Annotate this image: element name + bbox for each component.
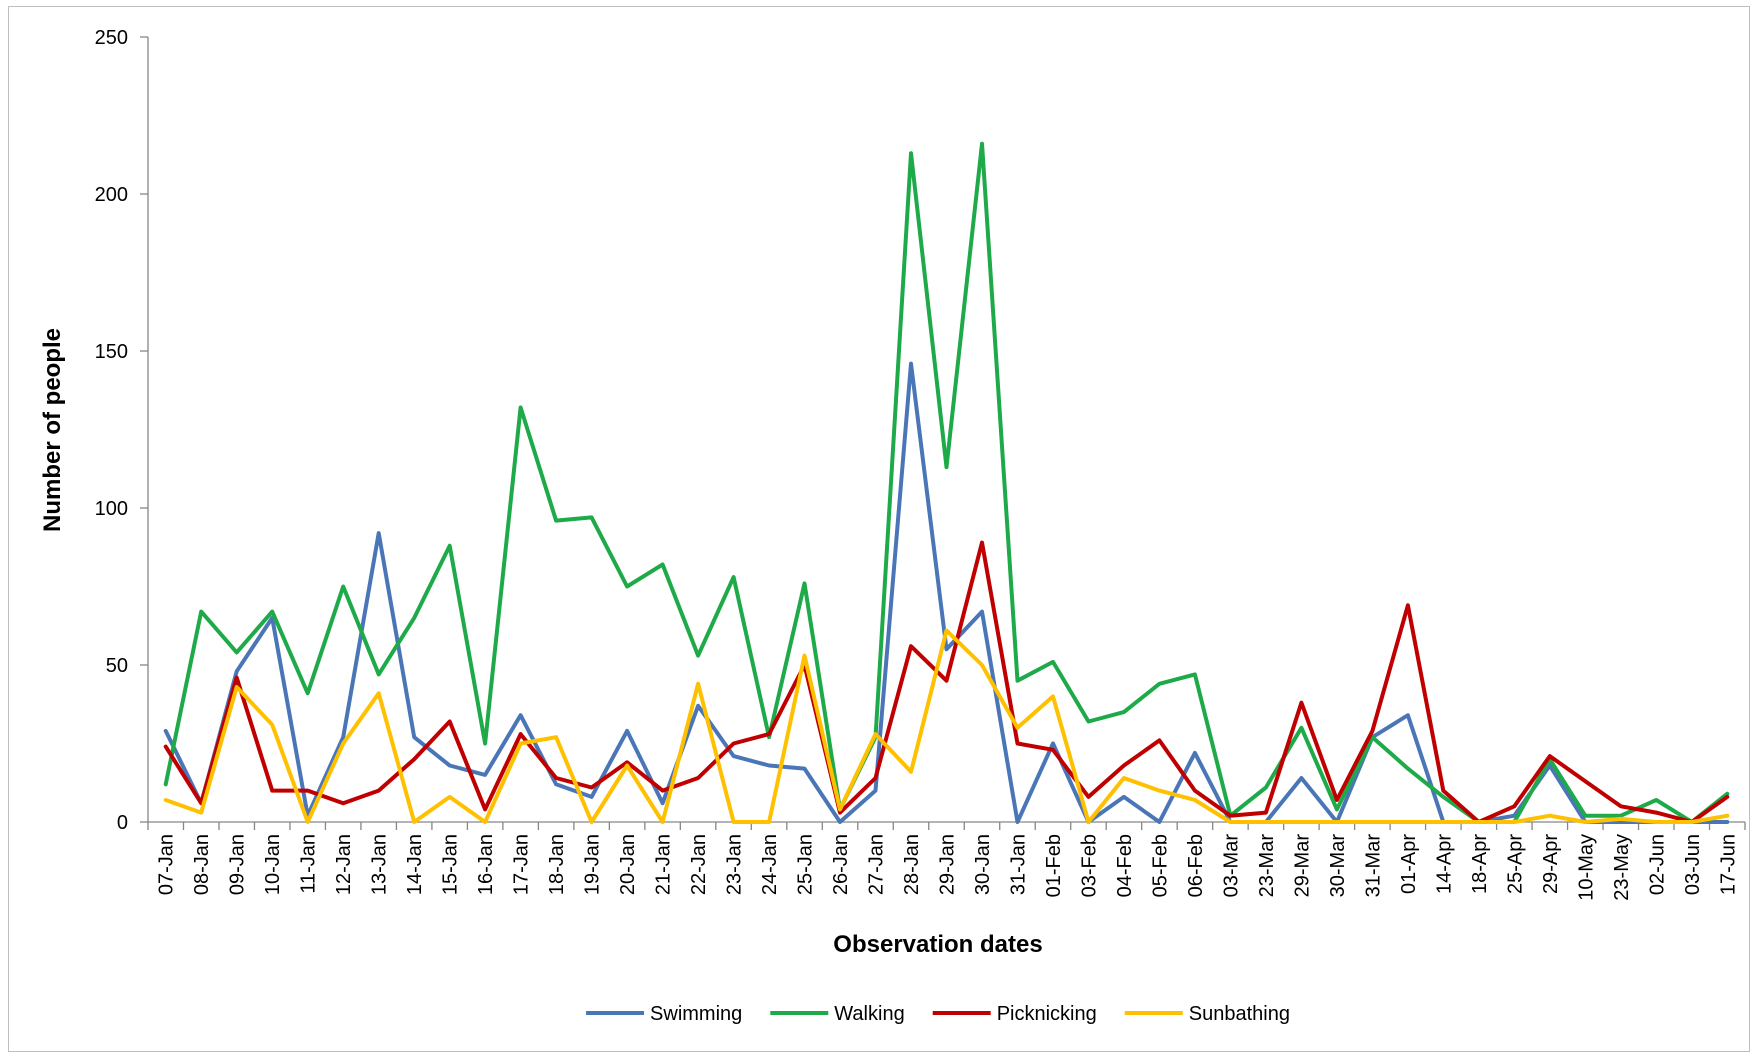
x-tick-label: 22-Jan [688, 834, 710, 895]
legend-label-picknicking: Picknicking [997, 1003, 1097, 1025]
x-tick-label: 25-Jan [795, 834, 817, 895]
legend-label-sunbathing: Sunbathing [1189, 1003, 1290, 1025]
series-line-sunbathing [163, 628, 1730, 824]
legend-label-walking: Walking [834, 1003, 904, 1025]
y-tick-label: 50 [106, 655, 128, 677]
x-tick-label: 25-Apr [1504, 834, 1526, 894]
y-tick-label: 150 [95, 341, 128, 363]
x-tick-label: 03-Jun [1682, 834, 1704, 895]
series-line-swimming [163, 361, 1730, 824]
x-tick-label: 31-Mar [1362, 834, 1384, 898]
x-tick-label: 23-May [1611, 834, 1633, 901]
x-tick-label: 30-Mar [1327, 834, 1349, 898]
x-tick-label: 15-Jan [440, 834, 462, 895]
x-tick-label: 08-Jan [191, 834, 213, 895]
x-tick-label: 14-Jan [404, 834, 426, 895]
x-tick-label: 29-Jan [937, 834, 959, 895]
x-tick-label: 20-Jan [617, 834, 639, 895]
x-tick-label: 26-Jan [830, 834, 852, 895]
x-axis-title: Observation dates [833, 931, 1042, 958]
x-tick-label: 10-Jan [262, 834, 284, 895]
y-axis: 0 50 100 150 200 250 [95, 27, 149, 834]
x-tick-label: 16-Jan [475, 834, 497, 895]
x-tick-label: 14-Apr [1433, 834, 1455, 894]
legend-label-swimming: Swimming [650, 1003, 742, 1025]
x-tick-label: 11-Jan [298, 834, 320, 894]
series-line-picknicking [163, 540, 1730, 824]
x-tick-label: 31-Jan [1007, 834, 1029, 895]
x-tick-label: 07-Jan [156, 834, 178, 895]
y-tick-label: 200 [95, 184, 128, 206]
x-tick-label: 05-Feb [1149, 834, 1171, 897]
y-axis-title: Number of people [39, 328, 66, 532]
series-line-walking [163, 141, 1730, 824]
x-tick-label: 30-Jan [972, 834, 994, 895]
x-tick-label: 17-Jun [1717, 834, 1739, 895]
x-tick-label: 24-Jan [759, 834, 781, 895]
x-tick-label: 28-Jan [901, 834, 923, 895]
x-tick-label: 03-Feb [1078, 834, 1100, 897]
x-tick-label: 27-Jan [866, 834, 888, 895]
legend: Swimming Walking Picknicking Sunbathing [586, 1003, 1290, 1025]
x-tick-label: 12-Jan [333, 834, 355, 895]
x-tick-label: 17-Jan [511, 834, 533, 895]
chart-frame [8, 6, 1750, 1052]
y-tick-label: 0 [117, 812, 128, 834]
y-tick-label: 250 [95, 27, 128, 49]
x-tick-label: 18-Jan [546, 834, 568, 895]
x-tick-label: 02-Jun [1646, 834, 1668, 895]
series-lines [163, 141, 1730, 824]
x-tick-label: 19-Jan [582, 834, 604, 895]
x-tick-label: 18-Apr [1469, 834, 1491, 894]
x-tick-label: 29-Mar [1291, 834, 1313, 898]
x-tick-label: 06-Feb [1185, 834, 1207, 897]
x-tick-label: 10-May [1575, 834, 1597, 901]
x-tick-label: 04-Feb [1114, 834, 1136, 897]
y-tick-label: 100 [95, 498, 128, 520]
x-tick-label: 01-Apr [1398, 834, 1420, 894]
x-tick-label: 21-Jan [653, 834, 675, 895]
x-tick-label: 13-Jan [369, 834, 391, 895]
x-tick-label: 29-Apr [1540, 834, 1562, 894]
x-tick-label: 09-Jan [227, 834, 249, 895]
x-tick-label: 23-Mar [1256, 834, 1278, 898]
x-tick-label: 03-Mar [1220, 834, 1242, 898]
x-tick-label: 01-Feb [1043, 834, 1065, 897]
x-axis: 07-Jan 08-Jan 09-Jan 10-Jan 11-Jan 12-Jan 13-J… [147, 821, 1746, 901]
x-tick-label: 23-Jan [724, 834, 746, 895]
